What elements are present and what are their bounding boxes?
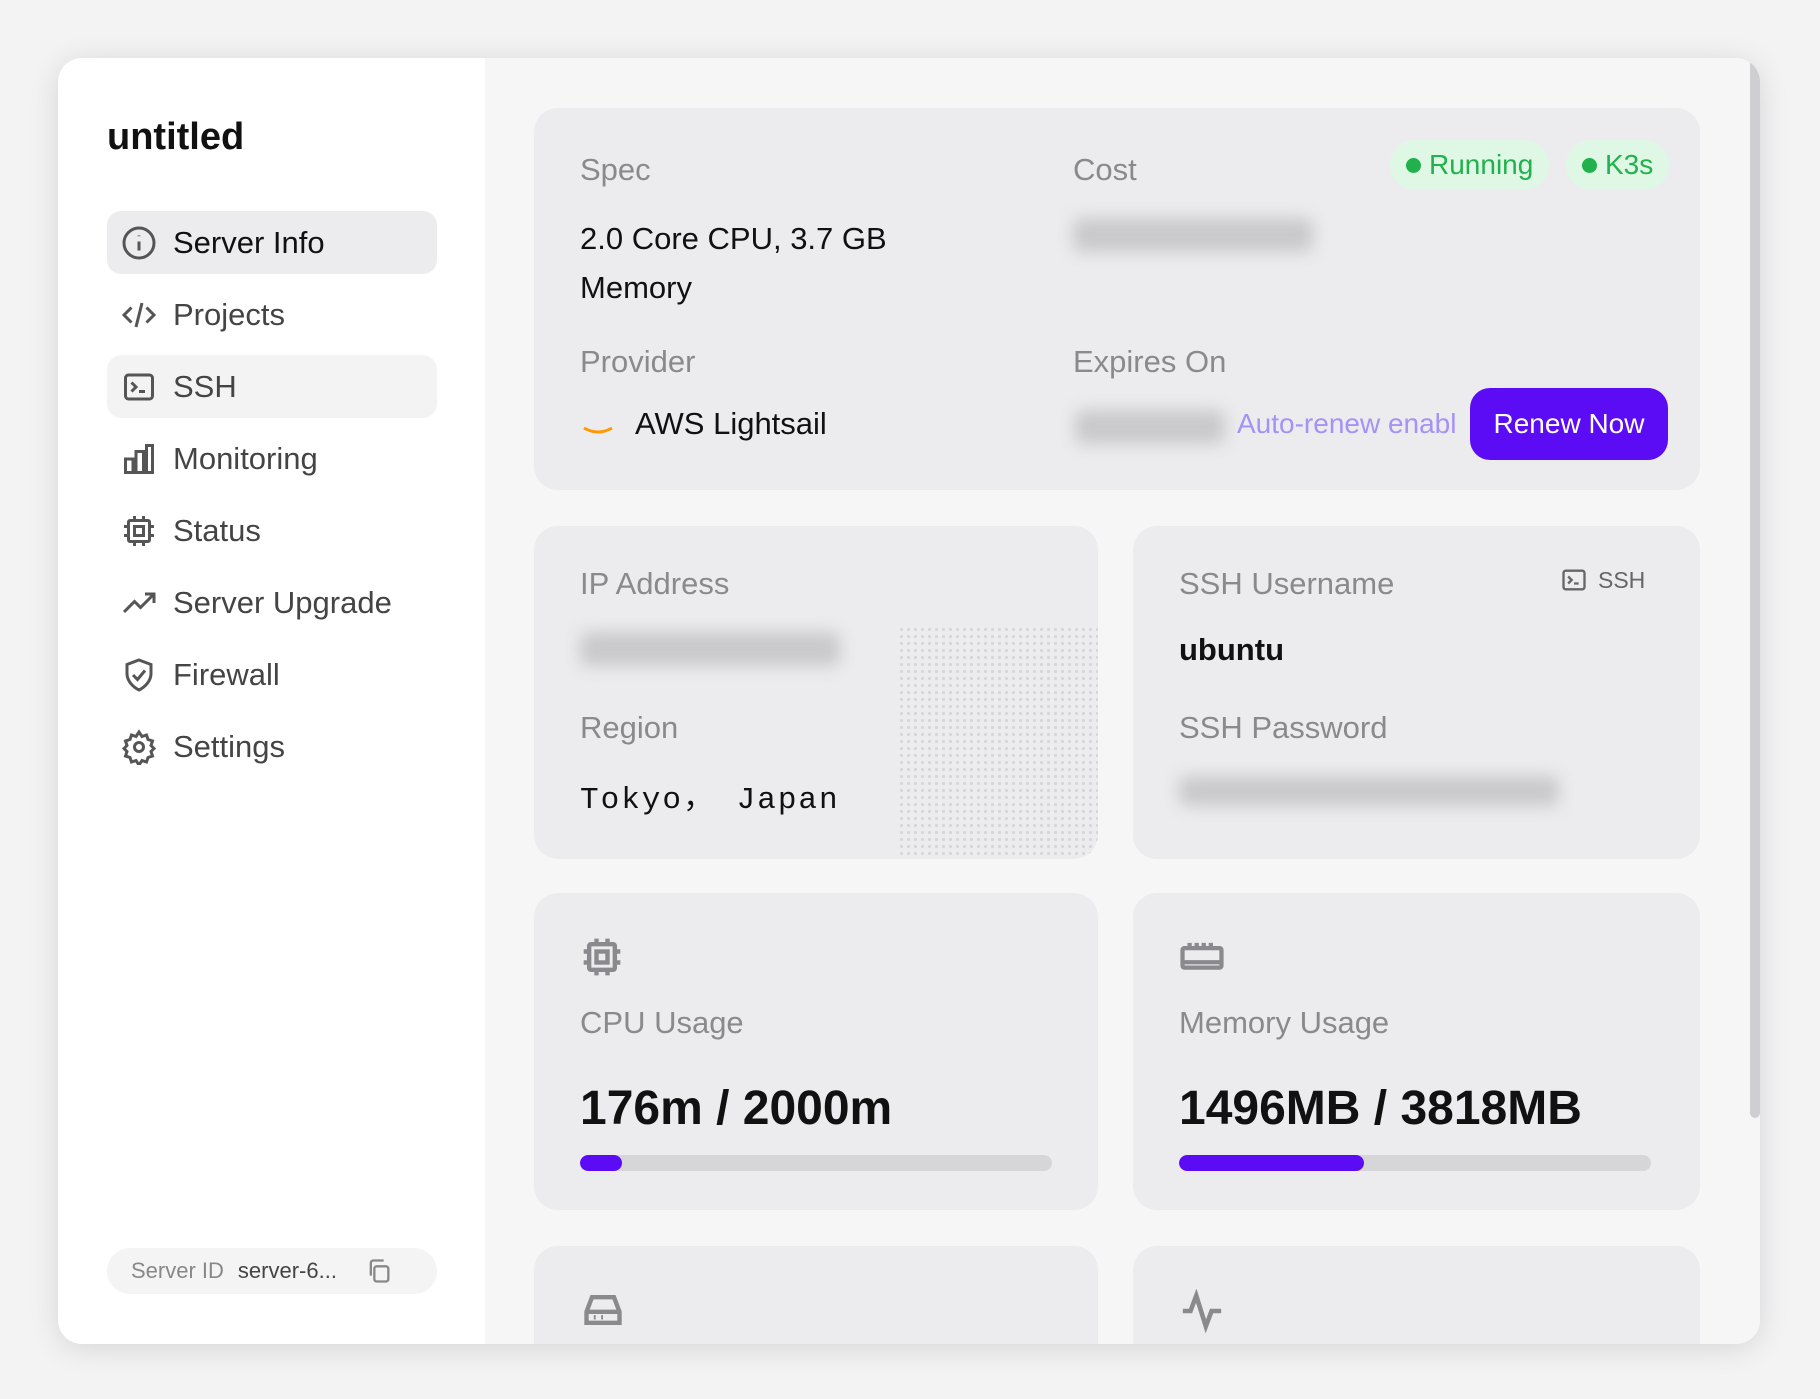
cost-value-redacted <box>1073 218 1313 252</box>
provider-label: Provider <box>580 344 696 379</box>
server-id-label: Server ID <box>131 1258 224 1283</box>
map-decoration <box>898 626 1098 859</box>
sidebar-item-label: Projects <box>173 296 285 332</box>
sidebar-item-monitoring[interactable]: Monitoring <box>107 427 437 490</box>
sidebar-item-label: Settings <box>173 728 286 764</box>
ip-address-redacted <box>580 632 840 666</box>
sidebar-item-server-upgrade[interactable]: Server Upgrade <box>107 571 437 634</box>
copy-icon[interactable] <box>365 1257 393 1285</box>
memory-usage-value: 1496MB / 3818MB <box>1179 1082 1582 1135</box>
ssh-button[interactable]: SSH <box>1560 566 1645 594</box>
sidebar-item-label: Status <box>173 512 261 548</box>
provider-value: AWS Lightsail <box>635 406 827 441</box>
renew-now-button[interactable]: Renew Now <box>1470 388 1668 460</box>
ip-address-label: IP Address <box>580 566 730 601</box>
app-title: untitled <box>107 116 245 158</box>
cpu-usage-bar <box>580 1155 1052 1171</box>
memory-card: Memory Usage 1496MB / 3818MB <box>1133 893 1700 1210</box>
spec-label: Spec <box>580 152 651 187</box>
ssh-password-label: SSH Password <box>1179 710 1388 745</box>
aws-logo-icon <box>583 426 613 434</box>
ssh-card: SSH Username ubuntu SSH Password SSH <box>1133 526 1700 859</box>
chip-icon <box>124 515 154 546</box>
sidebar-item-label: Server Upgrade <box>173 584 392 620</box>
sidebar-item-ssh[interactable]: SSH <box>107 355 437 418</box>
sidebar-item-status[interactable]: Status <box>107 499 437 562</box>
hard-drive-icon <box>584 1294 622 1326</box>
region-label: Region <box>580 710 679 745</box>
cpu-usage-fill <box>580 1155 622 1171</box>
disk-card <box>534 1246 1098 1344</box>
network-card: IP Address Region Tokyo， Japan <box>534 526 1098 859</box>
region-value: Tokyo， Japan <box>580 783 840 818</box>
ssh-password-redacted <box>1179 776 1559 806</box>
status-badge-running: Running <box>1390 140 1550 190</box>
status-badge-k3s: K3s <box>1566 140 1670 190</box>
ssh-username-label: SSH Username <box>1179 566 1395 601</box>
app-window: untitled Server Info Projects SSH Monitorin… <box>58 58 1760 1344</box>
sidebar-item-label: Server Info <box>173 224 325 260</box>
sidebar-item-projects[interactable]: Projects <box>107 283 437 346</box>
terminal-icon <box>1562 569 1586 591</box>
sidebar-item-label: Monitoring <box>173 440 318 476</box>
expires-label: Expires On <box>1073 344 1227 379</box>
auto-renew-status: Auto-renew enabl <box>1237 408 1457 439</box>
spec-value: 2.0 Core CPU, 3.7 GB Memory <box>580 221 887 305</box>
cpu-usage-label: CPU Usage <box>580 1005 744 1040</box>
expires-value-redacted <box>1075 410 1225 444</box>
memory-usage-label: Memory Usage <box>1179 1005 1390 1040</box>
terminal-icon <box>124 373 154 400</box>
gear-icon <box>121 728 157 765</box>
sidebar-item-label: SSH <box>173 368 237 404</box>
memory-usage-bar <box>1179 1155 1651 1171</box>
server-id-value: server-6... <box>237 1258 337 1283</box>
info-icon <box>122 226 156 259</box>
memory-usage-fill <box>1179 1155 1365 1171</box>
server-id: Server ID server-6... <box>107 1248 437 1294</box>
sidebar: untitled Server Info Projects SSH Monitorin… <box>58 58 485 1344</box>
code-icon <box>121 302 157 327</box>
bar-chart-icon <box>124 443 154 474</box>
sidebar-item-label: Firewall <box>173 656 280 692</box>
cpu-icon <box>583 938 621 976</box>
scrollbar[interactable] <box>1750 58 1760 1118</box>
sidebar-item-server-info[interactable]: Server Info <box>107 211 437 274</box>
memory-icon <box>1180 942 1224 970</box>
shield-icon <box>125 657 153 692</box>
summary-card: Spec 2.0 Core CPU, 3.7 GB Memory Cost Ru… <box>534 108 1700 490</box>
trending-up-icon <box>122 592 156 613</box>
sidebar-nav: Server Info Projects SSH Monitoring Status Se… <box>107 211 437 787</box>
sidebar-item-firewall[interactable]: Firewall <box>107 643 437 706</box>
network-activity-card <box>1133 1246 1700 1344</box>
cpu-usage-value: 176m / 2000m <box>580 1082 893 1135</box>
activity-icon <box>1182 1288 1222 1334</box>
cpu-card: CPU Usage 176m / 2000m <box>534 893 1098 1210</box>
cost-label: Cost <box>1073 152 1137 187</box>
sidebar-item-settings[interactable]: Settings <box>107 715 437 778</box>
ssh-username-value: ubuntu <box>1179 632 1285 667</box>
